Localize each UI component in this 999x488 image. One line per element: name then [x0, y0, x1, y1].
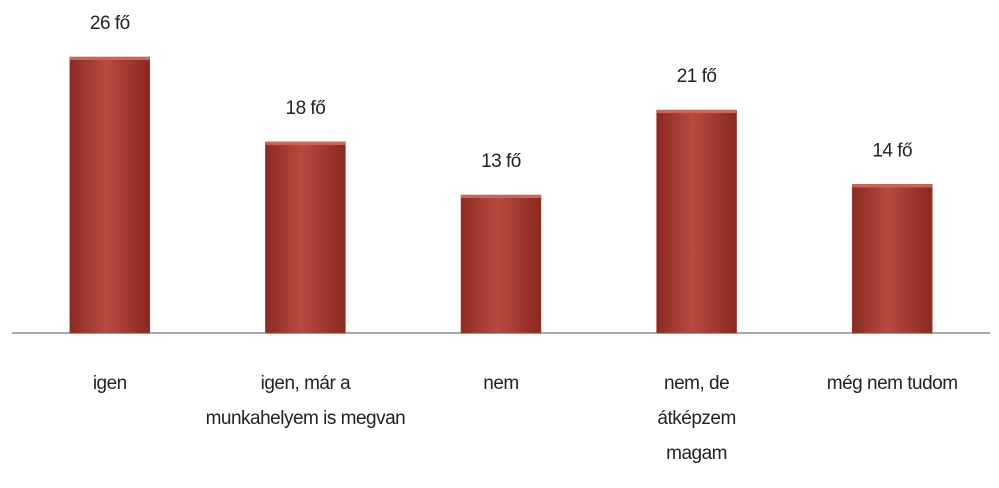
bar [265, 141, 346, 334]
x-tick-label: igen [92, 373, 127, 394]
bar-top [265, 141, 346, 145]
value-label: 18 fő [286, 98, 326, 119]
x-tick-label: még nem tudom [826, 373, 958, 394]
x-tick-label: nem, de átképzem magam [657, 373, 736, 464]
bar-top [656, 110, 737, 114]
x-tick-label: igen, már a munkahelyem is megvan [205, 373, 406, 429]
bar-top [69, 57, 150, 60]
bar [851, 184, 933, 334]
value-label: 26 fő [90, 13, 130, 34]
bar-top [461, 195, 541, 198]
bar-top [852, 184, 933, 188]
bar [460, 194, 542, 334]
bar [69, 56, 151, 334]
value-label: 13 fő [481, 151, 521, 172]
value-label: 14 fő [872, 140, 912, 161]
bar [656, 109, 737, 334]
value-label: 21 fő [677, 66, 717, 87]
x-tick-label: nem [483, 373, 519, 394]
